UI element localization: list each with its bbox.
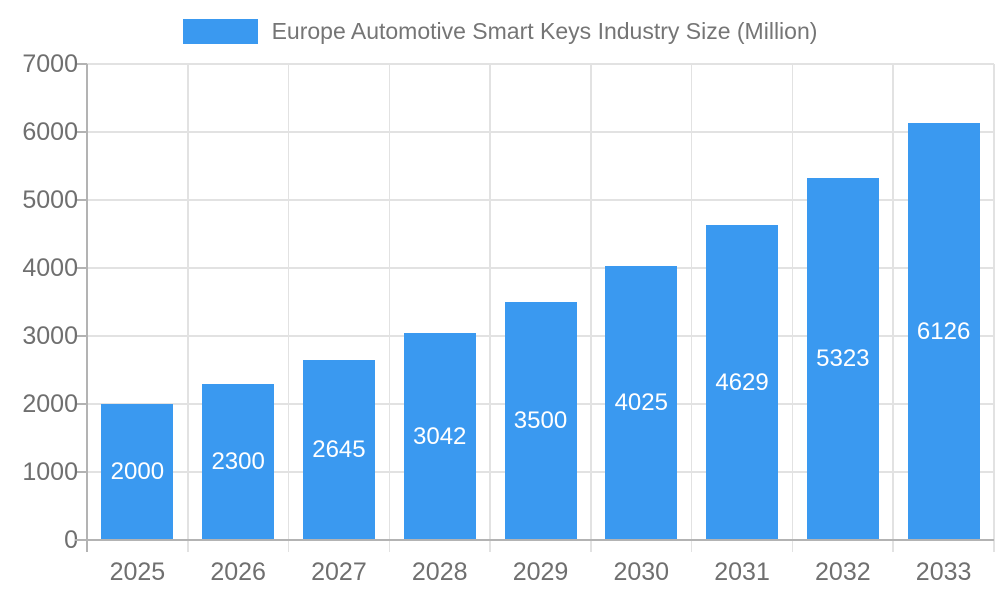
bar-value-label: 2300	[211, 447, 265, 475]
legend-label: Europe Automotive Smart Keys Industry Si…	[271, 18, 818, 44]
tick-label-x: 2026	[210, 558, 266, 586]
bar-value-label: 2645	[312, 436, 366, 464]
gridline-horizontal	[87, 267, 994, 269]
gridline-horizontal	[87, 63, 994, 65]
gridline-horizontal	[87, 199, 994, 201]
tick-label-y: 5000	[22, 186, 78, 214]
tick-label-y: 3000	[22, 322, 78, 350]
gridline-horizontal	[87, 131, 994, 133]
gridline-vertical	[892, 64, 894, 552]
bar[interactable]	[907, 123, 980, 540]
gridline-vertical	[791, 64, 794, 552]
gridline-vertical	[388, 64, 391, 552]
tick-label-x: 2028	[411, 558, 468, 586]
gridline-vertical	[690, 64, 693, 552]
tick-label-x: 2032	[815, 558, 871, 586]
legend-swatch	[182, 18, 258, 44]
tick-label-y: 1000	[22, 458, 78, 486]
bar-value-label: 4025	[614, 389, 668, 417]
tick-y	[75, 199, 87, 201]
tick-y	[75, 267, 87, 269]
axis-y	[86, 64, 88, 552]
bar-value-label: 4629	[715, 368, 769, 396]
bar[interactable]	[101, 404, 174, 540]
gridline-vertical	[489, 64, 491, 552]
tick-label-y: 2000	[22, 390, 78, 418]
tick-label-y: 0	[64, 526, 78, 554]
bar[interactable]	[504, 302, 577, 540]
gridline-vertical	[187, 64, 189, 552]
tick-label-y: 4000	[22, 254, 78, 282]
tick-label-x: 2033	[915, 558, 972, 586]
gridline-vertical	[287, 64, 290, 552]
gridline-vertical	[590, 64, 592, 552]
tick-label-x: 2029	[512, 558, 569, 586]
tick-label-x: 2027	[311, 558, 367, 586]
bar-value-label: 6126	[916, 317, 971, 345]
tick-label-y: 6000	[22, 118, 78, 146]
tick-y	[75, 403, 87, 405]
bar[interactable]	[202, 383, 275, 540]
bar-value-label: 3042	[413, 422, 467, 450]
tick-y	[75, 335, 87, 337]
bar-value-label: 2000	[110, 458, 165, 485]
gridline-vertical	[993, 64, 995, 552]
bar[interactable]	[605, 266, 678, 540]
bar[interactable]	[403, 333, 476, 540]
tick-y	[75, 131, 87, 133]
tick-label-y: 7000	[22, 50, 78, 78]
tick-label-x: 2025	[109, 558, 166, 586]
bar-value-label: 5323	[816, 345, 870, 373]
axis-x	[75, 539, 994, 541]
tick-y	[75, 471, 87, 473]
bar[interactable]	[806, 178, 879, 540]
tick-label-x: 2030	[613, 558, 670, 586]
tick-y	[75, 63, 87, 65]
tick-label-x: 2031	[714, 558, 770, 586]
chart-legend[interactable]: Europe Automotive Smart Keys Industry Si…	[0, 17, 1000, 45]
bar[interactable]	[706, 225, 779, 540]
bar-value-label: 3500	[513, 407, 568, 434]
bar[interactable]	[302, 360, 375, 540]
